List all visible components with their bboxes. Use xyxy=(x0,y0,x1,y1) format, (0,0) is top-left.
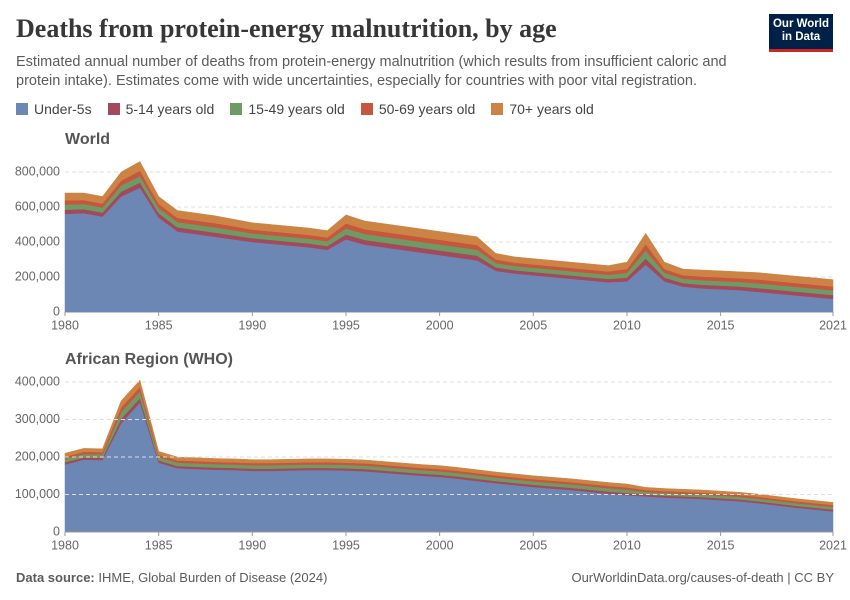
x-tick-label: 1990 xyxy=(238,318,266,332)
legend-item[interactable]: 70+ years old xyxy=(491,101,594,117)
y-tick-label: 300,000 xyxy=(15,412,60,426)
x-tick-label: 2021 xyxy=(819,318,847,332)
legend-label: 15-49 years old xyxy=(248,101,345,117)
y-tick-label: 100,000 xyxy=(15,487,60,501)
legend-item[interactable]: 15-49 years old xyxy=(230,101,345,117)
legend-swatch xyxy=(107,103,120,115)
y-tick-label: 200,000 xyxy=(15,449,60,463)
legend-label: 5-14 years old xyxy=(125,101,215,117)
legend-swatch xyxy=(16,103,28,115)
y-tick-label: 600,000 xyxy=(15,199,60,213)
x-tick-label: 1995 xyxy=(332,318,360,332)
footer-source: Data source: IHME, Global Burden of Dise… xyxy=(16,570,327,585)
logo-line: Our World xyxy=(772,18,829,30)
x-tick-label: 1980 xyxy=(51,538,79,552)
logo-line: in Data xyxy=(781,31,821,43)
y-tick-label: 400,000 xyxy=(15,234,60,248)
y-tick-label: 0 xyxy=(53,304,60,318)
x-tick-label: 2005 xyxy=(519,318,547,332)
legend-label: Under-5s xyxy=(34,101,92,117)
legend-swatch xyxy=(230,103,243,115)
source: IHME, Global Burden of Disease (2024) xyxy=(98,570,328,585)
x-tick-label: 2010 xyxy=(613,318,641,332)
legend-item[interactable]: 50-69 years old xyxy=(360,101,476,117)
x-tick-label: 1985 xyxy=(145,318,173,332)
x-tick-label: 1985 xyxy=(145,538,173,552)
x-tick-label: 1995 xyxy=(332,538,360,552)
legend-swatch xyxy=(491,103,504,115)
y-tick-label: 400,000 xyxy=(15,374,60,388)
panel-title: World xyxy=(65,131,110,148)
x-tick-label: 1980 xyxy=(51,318,79,332)
x-tick-label: 2015 xyxy=(707,318,735,332)
y-tick-label: 200,000 xyxy=(15,269,60,283)
logo[interactable]: Our World in Data xyxy=(769,14,833,52)
legend-label: 50-69 years old xyxy=(378,101,476,117)
x-tick-label: 2005 xyxy=(519,538,547,552)
y-tick-label: 0 xyxy=(53,524,60,538)
x-tick-label: 2010 xyxy=(613,538,641,552)
subtitle: Estimated annual number of deaths from p… xyxy=(16,54,727,89)
area xyxy=(64,379,834,506)
title: Deaths from protein-energy malnutrition,… xyxy=(16,14,557,43)
legend-swatch xyxy=(360,103,373,115)
x-tick-label: 2015 xyxy=(707,538,735,552)
x-tick-label: 2021 xyxy=(819,538,847,552)
legend-item[interactable]: Under-5s xyxy=(16,101,92,117)
source-label: Data source: xyxy=(16,570,95,585)
footer-url[interactable]: OurWorldinData.org/causes-of-death | CC … xyxy=(571,570,834,585)
legend-label: 70+ years old xyxy=(509,101,594,117)
legend-item[interactable]: 5-14 years old xyxy=(107,101,215,117)
x-tick-label: 1990 xyxy=(238,538,266,552)
legend: Under-5s 5-14 years old 15-49 years old 50-… xyxy=(16,101,594,117)
panel-title: African Region (WHO) xyxy=(65,351,233,368)
area xyxy=(64,161,834,287)
x-tick-label: 2000 xyxy=(426,318,454,332)
x-tick-label: 2000 xyxy=(426,538,454,552)
y-tick-label: 800,000 xyxy=(15,164,60,178)
